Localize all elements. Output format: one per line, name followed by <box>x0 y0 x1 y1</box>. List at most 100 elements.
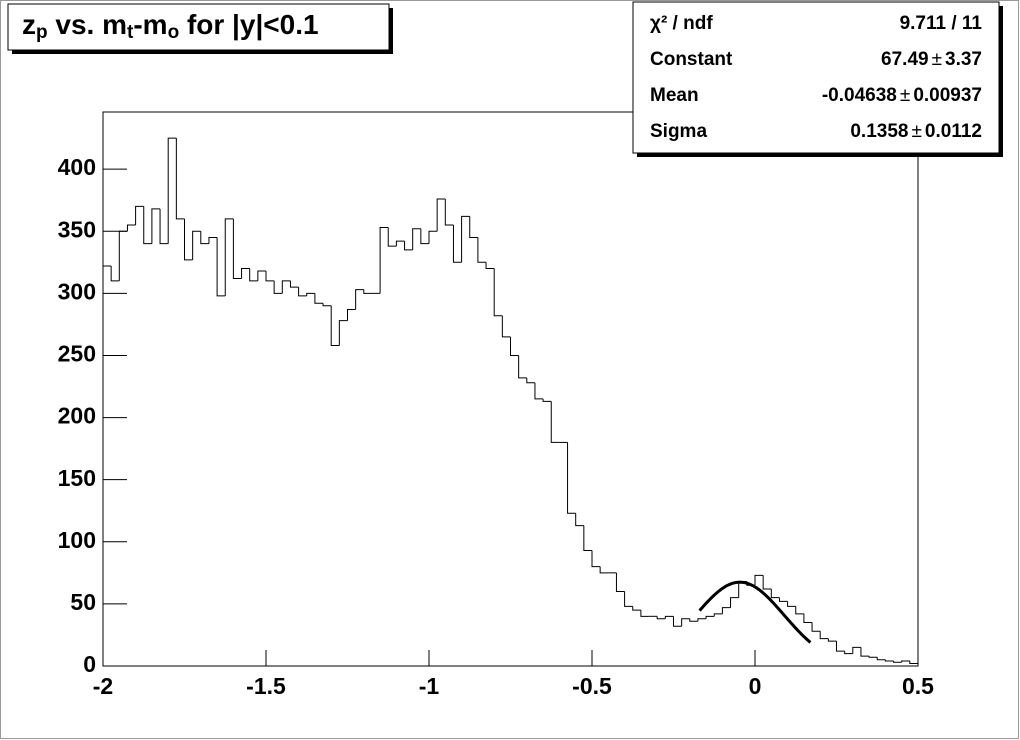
bar <box>510 336 519 356</box>
y-tick-label: 50 <box>70 589 96 615</box>
bar <box>550 401 560 443</box>
bar <box>281 280 291 294</box>
bar <box>387 227 397 247</box>
bar <box>811 622 821 632</box>
bar <box>395 240 405 247</box>
bar <box>673 616 682 627</box>
stats-label: Constant <box>650 49 733 70</box>
bar <box>770 588 780 599</box>
title-part: vs. m <box>48 9 127 40</box>
bar <box>844 651 853 655</box>
bar <box>632 606 641 611</box>
bar <box>827 638 837 642</box>
bar <box>477 237 487 263</box>
x-tick-label: -1 <box>419 673 440 699</box>
stats-pm: ± <box>900 85 910 106</box>
bar <box>412 228 421 250</box>
bar <box>893 661 902 663</box>
stats-pm: ± <box>911 121 921 142</box>
bar <box>192 230 201 260</box>
title-part: -m <box>133 9 167 40</box>
bar <box>876 657 886 661</box>
stats-label: χ² / ndf <box>650 13 713 34</box>
bar <box>526 377 535 384</box>
stats-param: -0.04638 <box>822 85 897 106</box>
bar <box>118 230 128 281</box>
bar <box>249 268 258 282</box>
bar <box>615 572 625 592</box>
bar <box>452 225 462 263</box>
bar <box>143 206 152 245</box>
stats-value: -0.04638 ±0.00937 <box>822 85 982 106</box>
bar <box>640 610 650 617</box>
bar <box>404 241 413 251</box>
title-box <box>7 3 390 51</box>
bar <box>232 218 242 279</box>
bar <box>868 656 878 658</box>
bar <box>583 525 592 551</box>
title-part: o <box>168 22 180 43</box>
bar <box>379 227 389 294</box>
bar <box>208 236 218 244</box>
bar <box>819 631 829 640</box>
bar <box>567 442 576 514</box>
bar <box>363 289 372 294</box>
bar <box>721 607 731 614</box>
stats-error: 3.37 <box>945 49 982 70</box>
bar <box>762 575 772 590</box>
bar <box>469 216 478 238</box>
title-part: t <box>127 22 134 43</box>
bar <box>803 613 813 624</box>
bar <box>795 606 804 615</box>
bar <box>575 513 584 527</box>
bar <box>860 647 870 657</box>
bar <box>126 224 136 232</box>
bar <box>184 218 193 261</box>
y-tick-label: 300 <box>58 278 96 304</box>
stats-value: 9.711 / 11 <box>900 13 983 34</box>
bar <box>265 270 275 282</box>
bar <box>224 218 234 296</box>
x-tick-label: 0.5 <box>902 673 934 699</box>
bar <box>273 280 283 294</box>
bar <box>787 601 796 607</box>
fit-curve <box>698 580 812 644</box>
stats-value: 0.1358 ±0.0112 <box>850 121 982 142</box>
bar <box>306 292 315 296</box>
bar <box>289 280 299 288</box>
stats-label: Sigma <box>650 121 707 142</box>
bar <box>534 382 544 400</box>
bar <box>298 287 307 297</box>
bar <box>257 270 266 281</box>
y-tick-label: 400 <box>58 154 96 180</box>
stats-label: Mean <box>650 85 699 106</box>
bar <box>836 641 845 652</box>
bar <box>322 303 332 307</box>
stats-error: 0.0112 <box>925 121 982 142</box>
bar <box>697 618 707 622</box>
x-tick-label: -0.5 <box>572 673 612 699</box>
bar <box>624 591 633 607</box>
x-tick-label: 0 <box>749 673 762 699</box>
bar <box>852 646 861 654</box>
y-tick-label: 350 <box>58 216 96 242</box>
bar <box>420 228 429 245</box>
bar <box>444 198 454 226</box>
bar <box>730 597 739 608</box>
bar <box>599 566 609 574</box>
bar <box>754 574 764 586</box>
bar <box>151 208 161 244</box>
bar <box>436 198 446 232</box>
chart-title: zp vs. mt-mo for |y|<0.1 <box>22 9 319 42</box>
stats-value: 67.49 ±3.37 <box>881 49 982 70</box>
title-part: for |y|<0.1 <box>179 9 318 40</box>
bar <box>664 615 674 619</box>
bar <box>485 262 495 270</box>
bar <box>102 265 112 666</box>
bar <box>713 613 723 617</box>
y-tick-label: 200 <box>58 403 96 429</box>
bar <box>200 231 209 245</box>
bar <box>175 138 185 220</box>
bar <box>159 208 169 245</box>
